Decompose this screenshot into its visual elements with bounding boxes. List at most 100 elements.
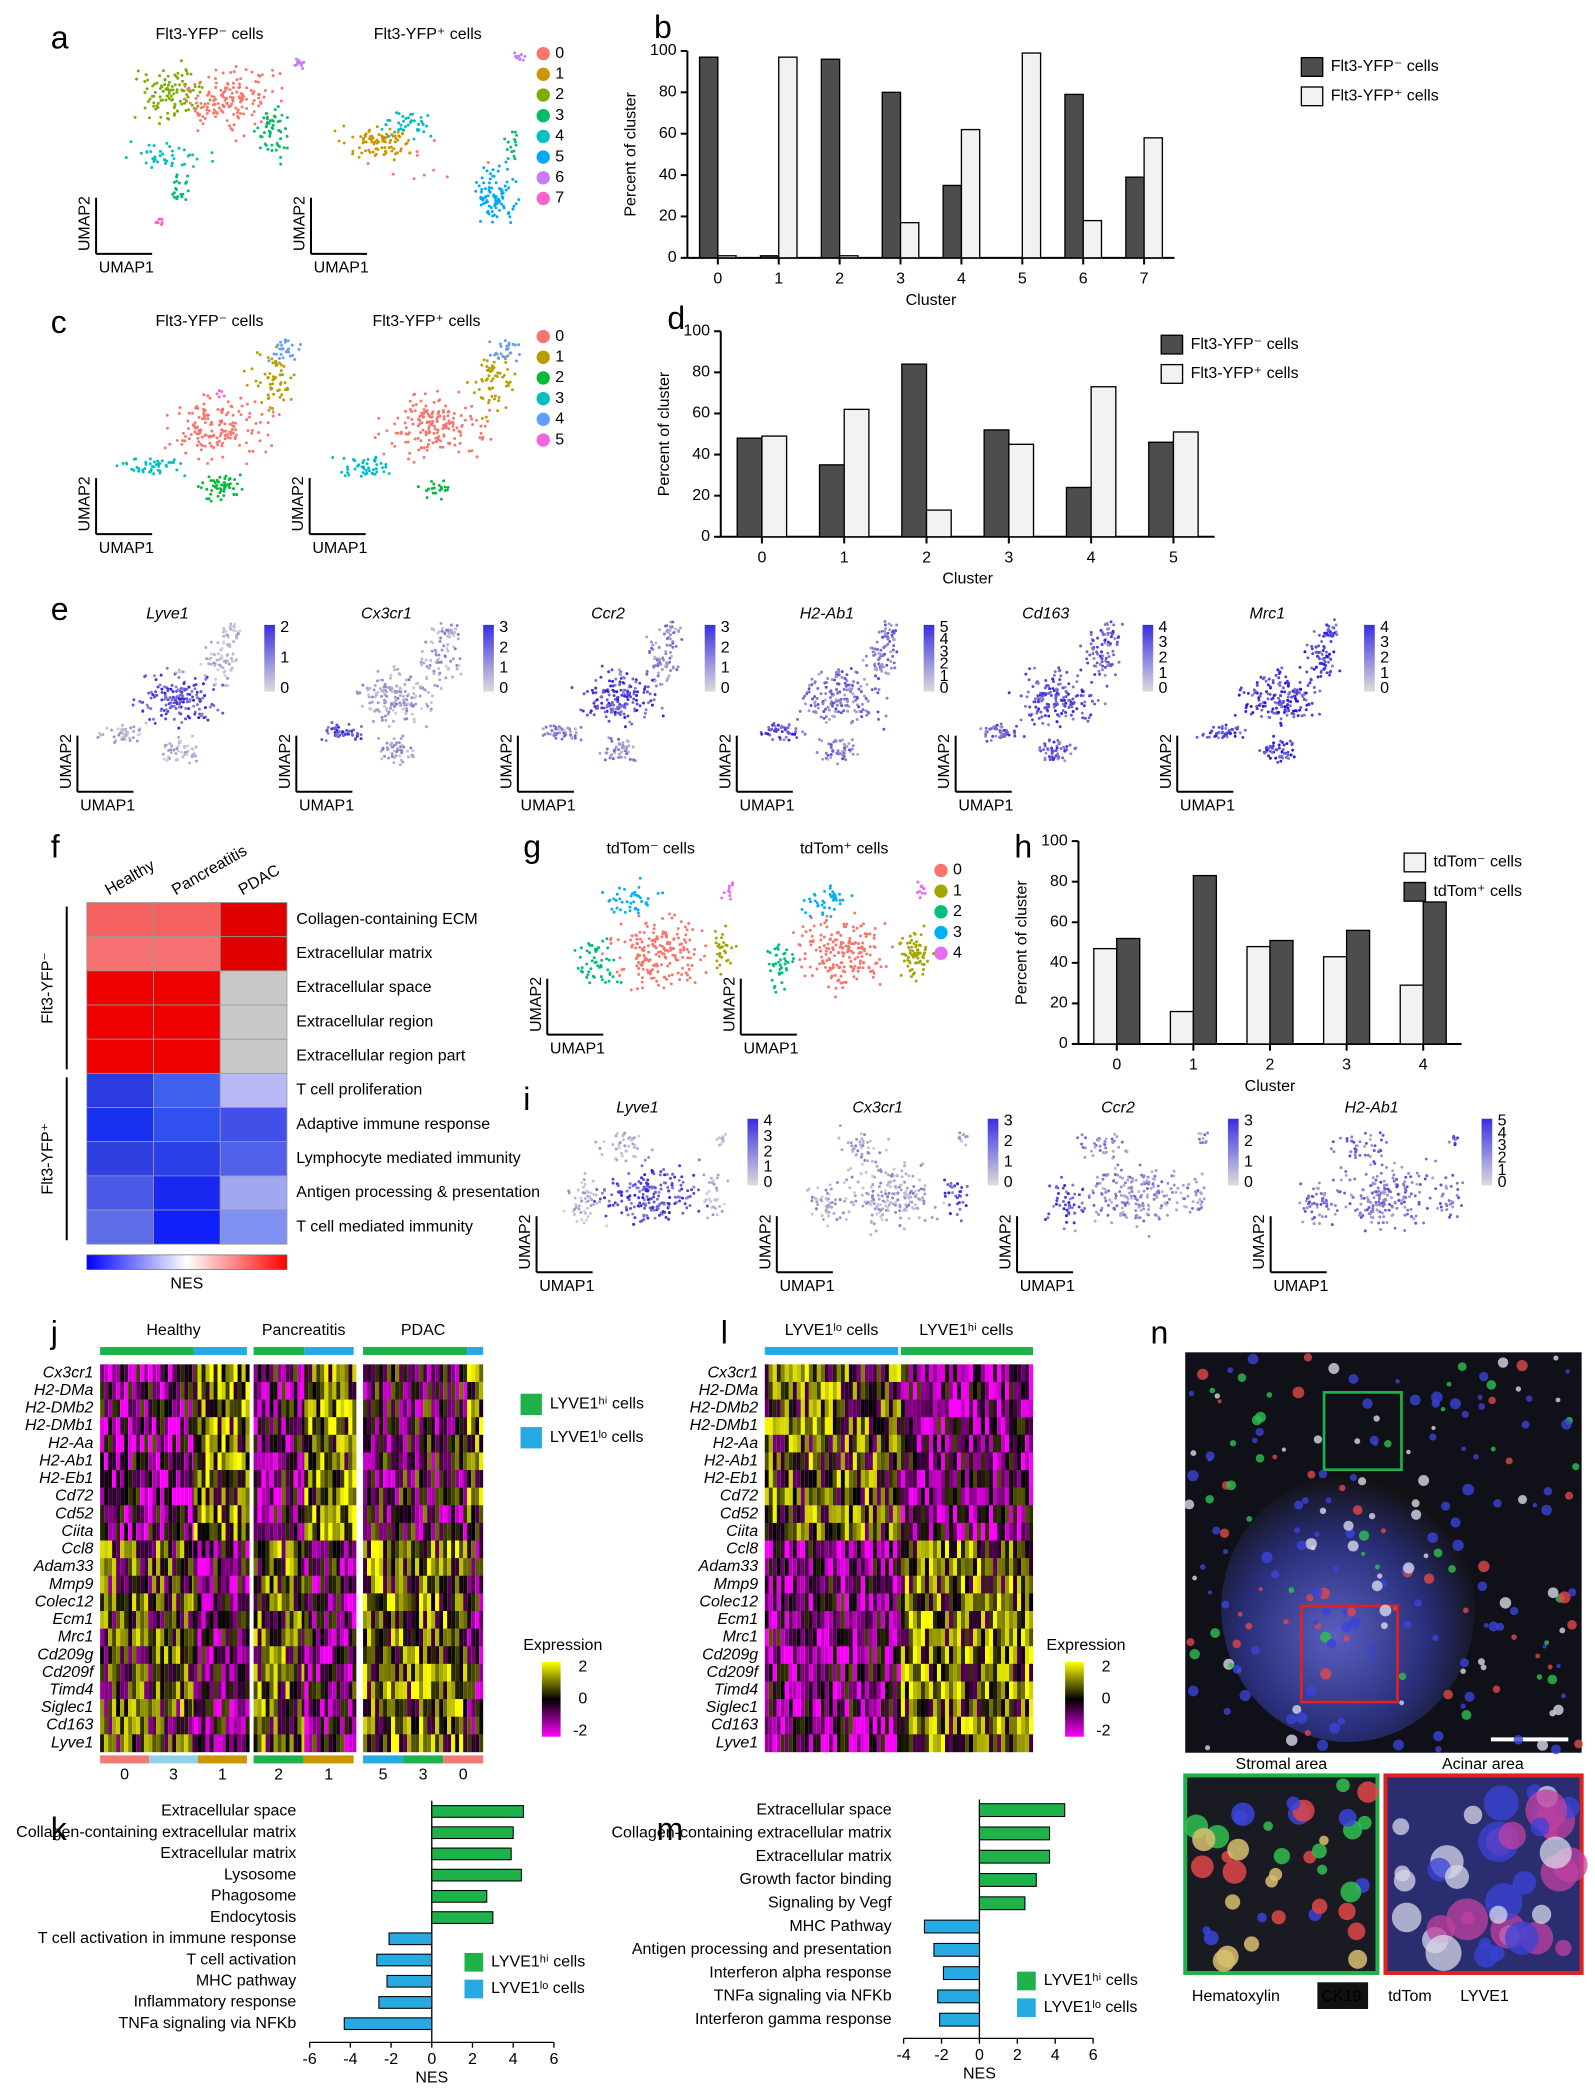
umap-cell <box>411 749 414 752</box>
umap-cell <box>439 439 442 442</box>
umap-cell <box>187 427 190 430</box>
umap-cell <box>180 687 183 690</box>
umap-cell <box>810 1199 813 1202</box>
umap-cell <box>1116 1163 1119 1166</box>
umap-cell <box>149 150 152 153</box>
umap-cell <box>1036 694 1039 697</box>
umap-cell <box>395 754 398 757</box>
umap-cell <box>1026 695 1029 698</box>
umap-cell <box>558 731 561 734</box>
umap-cell <box>631 944 634 947</box>
umap-cell <box>229 88 232 91</box>
umap-cell <box>820 934 823 937</box>
umap-cell <box>893 666 896 669</box>
umap-cell <box>229 433 232 436</box>
umap-cell <box>714 930 717 933</box>
umap-cell <box>870 1200 873 1203</box>
umap-cell <box>203 414 206 417</box>
umap-cell <box>835 964 838 967</box>
umap-cell <box>234 437 237 440</box>
umap-cell <box>631 701 634 704</box>
umap-cell <box>627 740 630 743</box>
umap-cell <box>172 157 175 160</box>
umap-cell <box>494 395 497 398</box>
umap-cell <box>1112 623 1115 626</box>
umap-cell <box>1323 646 1326 649</box>
umap-cell <box>389 707 392 710</box>
umap-cell <box>393 665 396 668</box>
umap-cell <box>204 409 207 412</box>
umap-cell <box>194 754 197 757</box>
umap-cell <box>566 726 569 729</box>
umap-cell <box>861 1163 864 1166</box>
umap-cell <box>820 716 823 719</box>
umap-cell <box>257 93 260 96</box>
umap-cell <box>869 945 872 948</box>
umap-cell <box>856 718 859 721</box>
umap-cell <box>386 742 389 745</box>
umap-cell <box>132 698 135 701</box>
umap-cell <box>469 415 472 418</box>
umap-cell <box>511 208 514 211</box>
umap-cell <box>194 687 197 690</box>
umap-cell <box>385 123 388 126</box>
umap-cell <box>225 102 228 105</box>
umap-x-label: UMAP1 <box>539 1278 594 1295</box>
umap-cell <box>445 665 448 668</box>
umap-cell <box>429 664 432 667</box>
umap-cell <box>270 444 273 447</box>
umap-cell <box>393 131 396 134</box>
umap-cell <box>409 675 412 678</box>
umap-cell <box>141 709 144 712</box>
umap-cell <box>882 728 885 731</box>
umap-cell <box>728 885 731 888</box>
umap-cell <box>686 1189 689 1192</box>
umap-cell <box>986 740 989 743</box>
umap-y-label: UMAP2 <box>517 1214 534 1269</box>
umap-cell <box>727 959 730 962</box>
umap-cell <box>1321 653 1324 656</box>
umap-cell <box>494 202 497 205</box>
umap-cell <box>840 1148 843 1151</box>
umap-cell <box>1292 710 1295 713</box>
umap-cell <box>913 932 916 935</box>
umap-cell <box>186 753 189 756</box>
umap-cell <box>816 1186 819 1189</box>
umap-cell <box>636 703 639 706</box>
umap-cell <box>186 419 189 422</box>
umap-cell <box>1231 728 1234 731</box>
umap-cell <box>624 706 627 709</box>
umap-cell <box>842 1211 845 1214</box>
umap-cell <box>1262 705 1265 708</box>
umap-cell <box>638 1201 641 1204</box>
umap-cell <box>342 457 345 460</box>
umap-cell <box>1324 664 1327 667</box>
umap-cell <box>387 756 390 759</box>
umap-cell <box>641 1196 644 1199</box>
umap-cell <box>1051 677 1054 680</box>
umap-cell <box>775 954 778 957</box>
umap-cell <box>1040 699 1043 702</box>
umap-cell <box>646 969 649 972</box>
umap-cell <box>1311 702 1314 705</box>
umap-cell <box>829 1183 832 1186</box>
umap-cell <box>828 718 831 721</box>
umap-cell <box>594 687 597 690</box>
umap-cell <box>289 376 292 379</box>
umap-cell <box>850 1141 853 1144</box>
umap-cell <box>654 693 657 696</box>
umap-cell <box>393 422 396 425</box>
umap-cell <box>181 193 184 196</box>
umap-cell <box>605 937 608 940</box>
umap-cell <box>773 985 776 988</box>
umap-cell <box>956 1182 959 1185</box>
umap-cell <box>825 947 828 950</box>
umap-cell <box>488 205 491 208</box>
umap-cell <box>823 717 826 720</box>
umap-cell <box>641 981 644 984</box>
umap-cell <box>600 702 603 705</box>
umap-cell <box>1075 680 1078 683</box>
umap-cell <box>1325 655 1328 658</box>
umap-cell <box>437 658 440 661</box>
legend-label: 2 <box>555 86 564 103</box>
